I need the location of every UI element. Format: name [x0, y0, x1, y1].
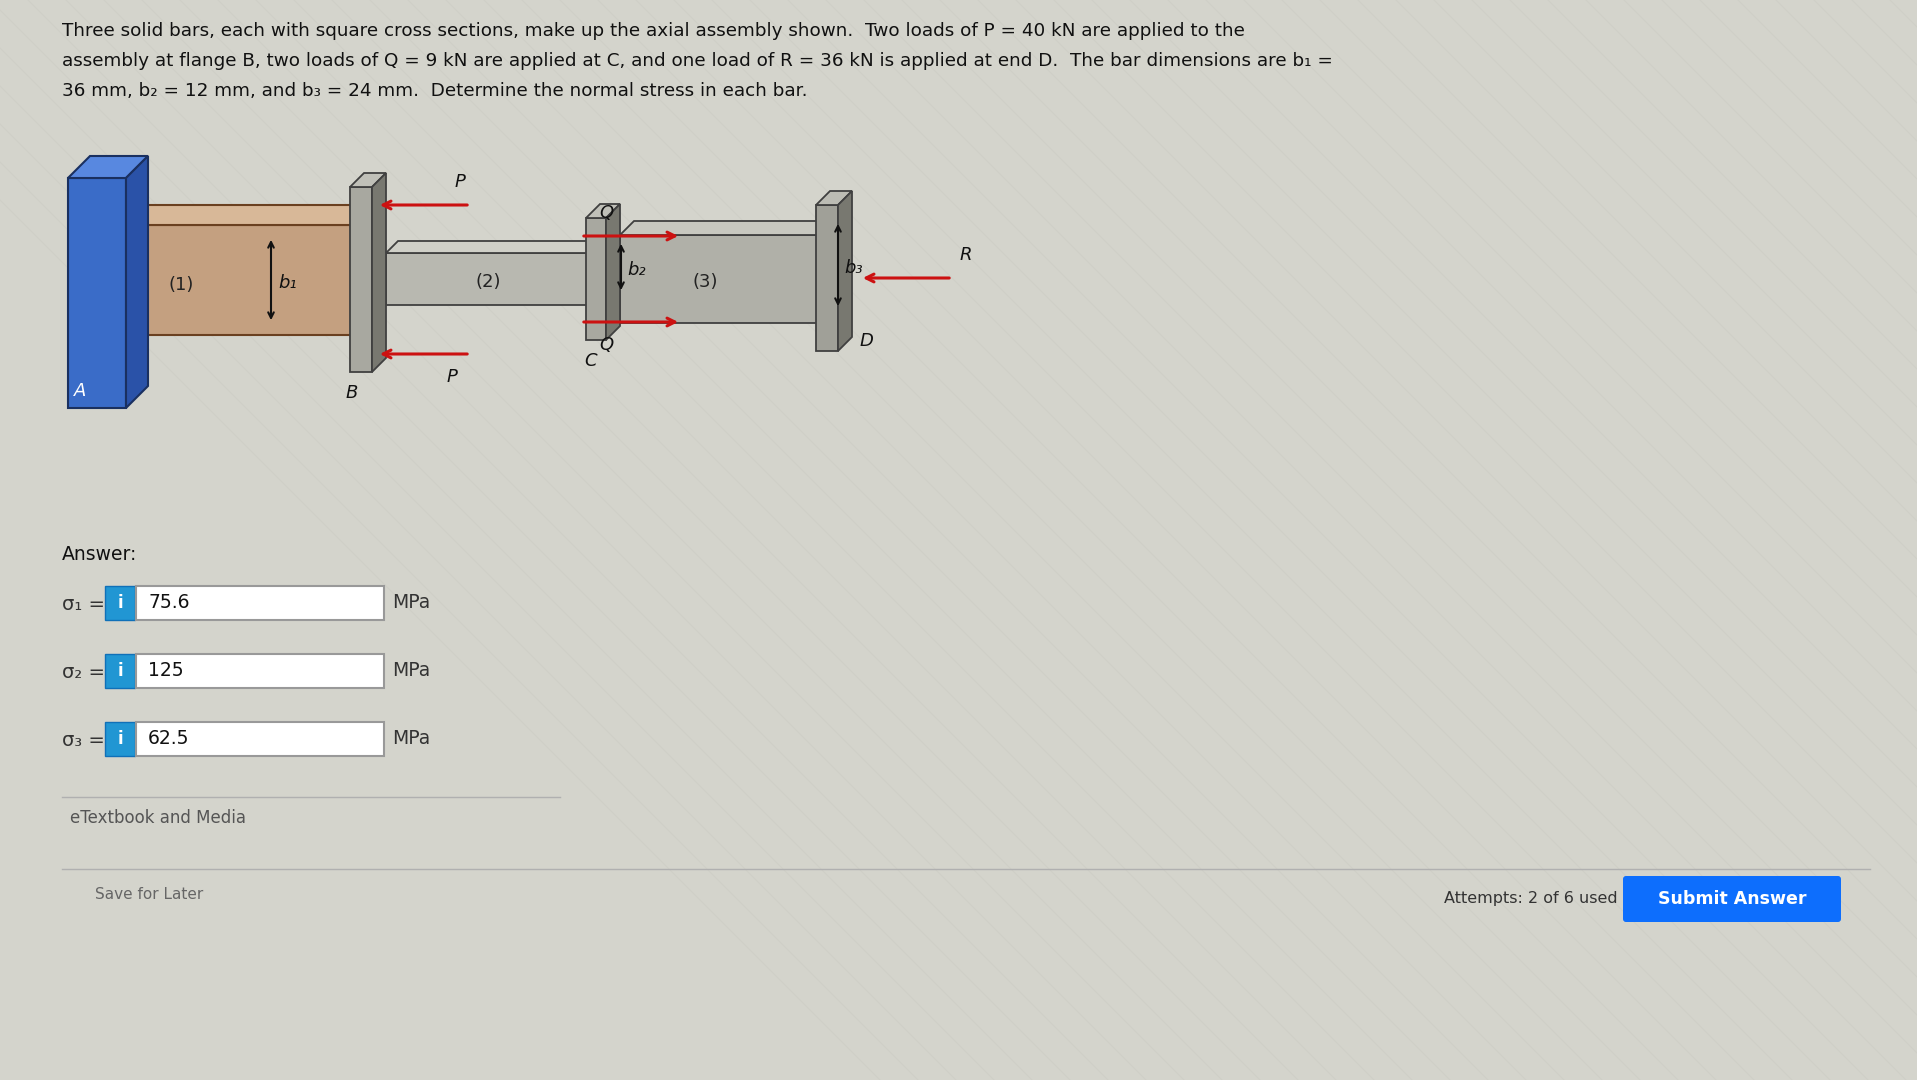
- Text: A: A: [75, 382, 86, 400]
- Text: assembly at flange B, two loads of Q = 9 kN are applied at C, and one load of R : assembly at flange B, two loads of Q = 9…: [61, 52, 1332, 70]
- Polygon shape: [67, 178, 127, 408]
- Polygon shape: [372, 173, 385, 372]
- FancyBboxPatch shape: [105, 654, 134, 688]
- FancyBboxPatch shape: [136, 723, 383, 756]
- Text: Q: Q: [598, 336, 613, 354]
- Text: C: C: [585, 352, 598, 370]
- Text: MPa: MPa: [391, 661, 429, 680]
- Text: σ₁ =: σ₁ =: [61, 594, 105, 613]
- Text: i: i: [117, 662, 123, 680]
- FancyBboxPatch shape: [1624, 876, 1840, 922]
- Text: P: P: [447, 368, 458, 386]
- Text: (1): (1): [169, 276, 194, 294]
- Text: i: i: [117, 730, 123, 748]
- Polygon shape: [127, 156, 148, 408]
- Text: b₁: b₁: [278, 274, 297, 292]
- Text: eTextbook and Media: eTextbook and Media: [71, 809, 245, 827]
- Text: Submit Answer: Submit Answer: [1658, 890, 1806, 908]
- Text: σ₃ =: σ₃ =: [61, 730, 105, 750]
- Text: (2): (2): [475, 273, 500, 291]
- FancyBboxPatch shape: [136, 654, 383, 688]
- Text: D: D: [861, 332, 874, 350]
- Text: Attempts: 2 of 6 used: Attempts: 2 of 6 used: [1444, 891, 1618, 906]
- Polygon shape: [385, 241, 604, 253]
- Polygon shape: [606, 204, 619, 340]
- Text: Q: Q: [598, 204, 613, 222]
- Text: B: B: [345, 384, 358, 402]
- Polygon shape: [619, 235, 820, 323]
- Polygon shape: [67, 156, 148, 178]
- Text: Save for Later: Save for Later: [96, 887, 203, 902]
- Polygon shape: [385, 253, 590, 305]
- Text: MPa: MPa: [391, 594, 429, 612]
- Text: 125: 125: [148, 661, 184, 680]
- Text: 75.6: 75.6: [148, 594, 190, 612]
- Polygon shape: [587, 204, 619, 218]
- Polygon shape: [360, 205, 381, 335]
- Text: σ₂ =: σ₂ =: [61, 662, 105, 681]
- Polygon shape: [820, 221, 834, 323]
- FancyBboxPatch shape: [105, 723, 134, 756]
- Polygon shape: [590, 241, 604, 305]
- Polygon shape: [838, 191, 851, 351]
- Polygon shape: [351, 187, 372, 372]
- Text: P: P: [454, 173, 466, 191]
- Text: 36 mm, b₂ = 12 mm, and b₃ = 24 mm.  Determine the normal stress in each bar.: 36 mm, b₂ = 12 mm, and b₃ = 24 mm. Deter…: [61, 82, 807, 100]
- Polygon shape: [817, 205, 838, 351]
- Text: (3): (3): [692, 273, 717, 291]
- Text: Three solid bars, each with square cross sections, make up the axial assembly sh: Three solid bars, each with square cross…: [61, 22, 1244, 40]
- Polygon shape: [127, 205, 381, 225]
- Polygon shape: [587, 218, 606, 340]
- Polygon shape: [127, 225, 360, 335]
- Text: Answer:: Answer:: [61, 545, 138, 564]
- Text: b₃: b₃: [843, 259, 863, 276]
- FancyBboxPatch shape: [105, 586, 134, 620]
- Polygon shape: [351, 173, 385, 187]
- Text: b₂: b₂: [627, 261, 646, 279]
- Text: 62.5: 62.5: [148, 729, 190, 748]
- Polygon shape: [619, 221, 834, 235]
- Text: R: R: [960, 246, 972, 264]
- Text: MPa: MPa: [391, 729, 429, 748]
- FancyBboxPatch shape: [136, 586, 383, 620]
- Text: i: i: [117, 594, 123, 612]
- Polygon shape: [817, 191, 851, 205]
